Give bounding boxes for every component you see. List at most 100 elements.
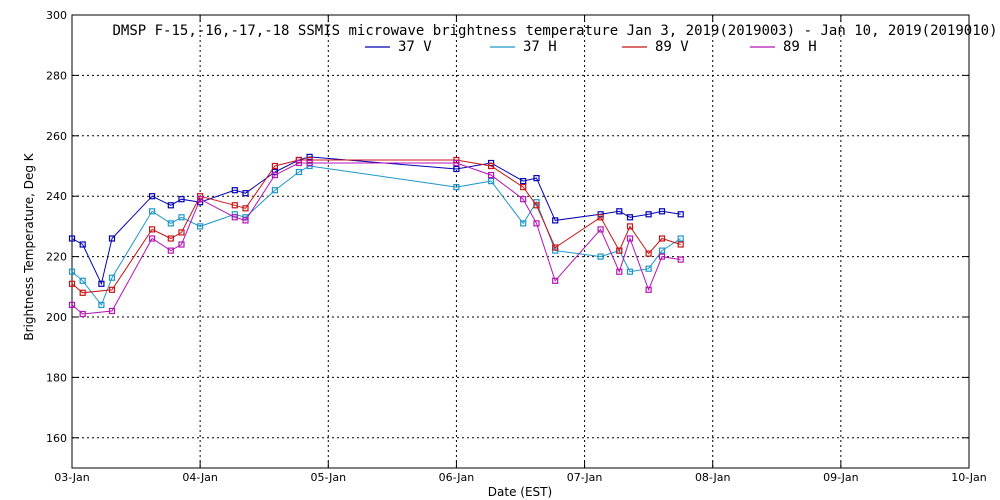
data-point-89-h [178,241,185,248]
data-point-37-v [79,241,86,248]
data-point-89-v [242,205,249,212]
y-tick-label: 180 [46,371,67,384]
data-point-37-h [645,265,652,272]
y-tick-label: 240 [46,190,67,203]
data-point-89-h [231,214,238,221]
chart-title: DMSP F-15,-16,-17,-18 SSMIS microwave br… [112,23,997,39]
data-point-37-v [68,235,76,242]
data-point-37-h [197,223,204,230]
y-axis: 160 180 200 220 240 260 280 300 [46,9,969,445]
data-point-89-h [306,159,313,167]
legend: 37 V 37 H 89 V 89 H [365,39,817,55]
y-tick-label: 160 [46,432,67,445]
data-point-89-v [68,280,76,287]
legend-label-37-h: 37 H [523,39,557,55]
data-point-89-h [597,226,604,233]
data-point-89-h [108,307,116,315]
data-point-37-h [520,220,527,227]
data-point-89-h [295,159,302,167]
data-point-89-h [197,196,204,203]
data-point-89-v [616,247,623,254]
data-point-89-v [271,162,278,170]
series-line-89-h [71,162,681,315]
data-point-89-v [79,289,86,296]
data-point-37-v [149,193,156,200]
data-point-37-h [149,208,156,215]
x-tick-label: 09-Jan [823,471,859,484]
data-point-37-v [552,217,559,224]
x-tick-label: 07-Jan [567,471,603,484]
data-point-89-v [677,241,684,248]
data-point-89-h [488,172,495,179]
data-point-89-v [520,184,527,191]
data-point-89-h [68,301,76,308]
data-point-37-v [616,208,623,215]
data-point-37-v [271,168,278,176]
series-line-37-h [71,165,681,306]
data-point-37-v [677,211,684,218]
x-tick-label: 04-Jan [182,471,218,484]
data-point-89-v [167,235,174,242]
y-tick-label: 300 [46,9,67,22]
data-point-37-v [626,214,634,221]
data-point-37-h [488,178,495,185]
data-point-89-v [658,235,666,242]
data-point-37-v [178,196,185,203]
data-point-89-h [453,159,460,167]
data-point-89-h [242,217,249,224]
data-point-37-v [658,208,666,215]
data-point-37-h [658,247,666,254]
data-point-37-h [677,235,684,242]
data-point-89-h [658,253,666,260]
data-point-37-v [108,235,116,242]
y-tick-label: 280 [46,69,67,82]
series-line-37-v [71,156,681,286]
data-point-89-h [645,286,652,293]
data-point-37-v [520,178,527,185]
legend-label-89-h: 89 H [783,39,817,55]
data-point-89-h [271,172,278,179]
legend-label-89-v: 89 V [655,39,689,55]
data-point-89-v [231,202,238,209]
data-point-37-h [271,187,278,194]
x-tick-label: 10-Jan [951,471,987,484]
y-tick-label: 260 [46,130,67,143]
data-point-89-v [597,214,604,221]
data-point-89-v [108,286,116,293]
data-point-89-h [677,256,684,263]
data-point-37-h [597,253,604,260]
data-point-37-v [453,165,460,173]
data-point-89-h [533,220,540,227]
data-point-89-v [552,244,559,251]
data-point-37-h [79,277,86,284]
data-point-37-h [626,268,634,275]
series-layer [68,153,684,318]
data-point-89-v [488,162,495,170]
data-point-37-v [98,280,105,287]
data-point-37-h [68,268,76,275]
legend-label-37-v: 37 V [398,39,432,55]
data-point-37-h [98,301,105,308]
data-point-89-h [79,310,86,318]
y-tick-label: 220 [46,251,67,264]
data-point-89-v [178,229,185,236]
data-point-89-h [167,247,174,254]
data-point-89-h [520,196,527,203]
data-point-37-v [242,190,249,197]
data-point-89-h [616,268,623,275]
data-point-37-v [231,187,238,194]
data-point-89-v [533,202,540,209]
x-tick-label: 06-Jan [439,471,475,484]
data-point-37-v [645,211,652,218]
data-point-37-h [167,220,174,227]
data-point-37-h [108,274,116,281]
data-point-37-v [306,153,313,160]
x-axis: 03-Jan 04-Jan 05-Jan 06-Jan 07-Jan 08-Jan 09-J… [54,15,987,484]
x-axis-label: Date (EST) [488,485,552,499]
data-point-37-v [533,175,540,182]
grid [72,15,969,468]
y-axis-label: Brightness Temperature, Deg K [22,152,36,340]
data-point-89-h [626,235,634,242]
